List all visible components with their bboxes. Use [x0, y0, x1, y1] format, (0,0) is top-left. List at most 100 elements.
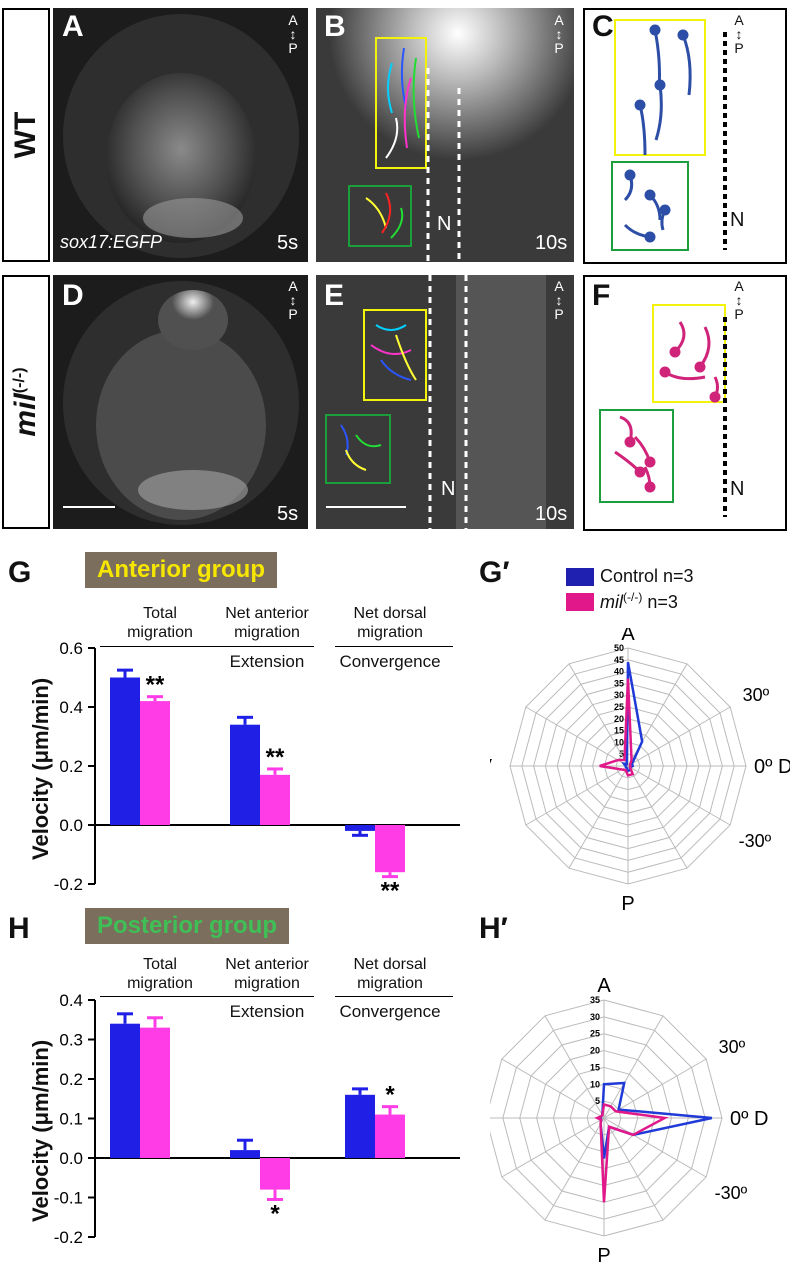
polar-r-tick: 5	[595, 1096, 600, 1106]
panel-label-h-prime: H′	[479, 912, 508, 945]
y-tick-label: 0.4	[59, 698, 83, 717]
polar-series-mutant	[599, 678, 635, 777]
significance-mark: *	[270, 1200, 280, 1227]
orientation-c-bottom: P	[734, 40, 744, 56]
legend-control: Control n=3	[566, 566, 694, 587]
polar-r-tick: 20	[614, 714, 624, 724]
panel-d-image	[53, 275, 308, 529]
polar-spoke	[525, 706, 629, 767]
panel-label-a: A	[62, 10, 84, 43]
polar-spoke	[568, 765, 629, 869]
double-arrow-icon: ↕	[735, 292, 743, 308]
legend-mutant-n: n=3	[642, 592, 678, 612]
row-label-wt-text: WT	[9, 111, 42, 159]
row-label-mil: mil(-/-)	[2, 275, 50, 529]
polar-r-tick: 10	[590, 1079, 600, 1089]
row-label-wt: WT	[2, 8, 50, 262]
legend: Control n=3 mil(-/-) n=3	[566, 566, 694, 613]
double-arrow-icon: ↕	[555, 26, 563, 42]
anterior-bar-chart: 0.6 0.4 0.2 0.0 -0.2 ** ** **	[54, 640, 460, 900]
polar-label-anterior: A	[597, 975, 611, 997]
polar-spoke	[603, 1058, 707, 1119]
panel-label-g-prime: G′	[479, 556, 510, 589]
polar-spoke	[501, 1058, 605, 1119]
double-arrow-icon: ↕	[555, 292, 563, 308]
orientation-d-top: A	[288, 278, 298, 294]
legend-mutant-swatch	[566, 592, 594, 611]
posterior-header-rule-3	[335, 996, 453, 997]
y-tick-label: 0.6	[59, 640, 83, 658]
notochord-label-b: N	[437, 213, 452, 235]
y-tick-label: -0.2	[54, 1228, 83, 1247]
posterior-header-total: Total migration	[127, 956, 193, 992]
polar-r-tick: 25	[590, 1029, 600, 1039]
panel-label-d: D	[62, 279, 84, 312]
orientation-b-top: A	[554, 12, 564, 28]
bar-control	[110, 1023, 140, 1158]
polar-spoke	[501, 1117, 605, 1178]
significance-mark: *	[385, 1082, 395, 1109]
polar-label-dorsal: 0º D	[754, 756, 790, 778]
orientation-e: A ↕ P	[551, 279, 567, 321]
polar-spoke	[603, 1117, 707, 1178]
posterior-group-title: Posterior group	[85, 908, 290, 944]
polar-series-mutant	[594, 1102, 669, 1203]
polar-label-posterior: P	[621, 893, 634, 915]
y-tick-label: -0.1	[54, 1189, 83, 1208]
significance-mark: **	[146, 672, 165, 699]
polar-spoke	[544, 1117, 605, 1221]
notochord-label-f: N	[730, 478, 745, 500]
orientation-d-bottom: P	[288, 306, 298, 322]
double-arrow-icon: ↕	[289, 292, 297, 308]
posterior-header-convergence: Net dorsal migration	[353, 956, 427, 992]
track-schematic-c	[611, 19, 727, 251]
polar-label-minus30: -30º	[715, 1183, 748, 1203]
panel-a-image	[53, 8, 308, 262]
embryo-image-b	[316, 8, 574, 262]
polar-r-tick: 15	[614, 726, 624, 736]
polar-r-tick: 20	[590, 1046, 600, 1056]
panel-c-schematic	[583, 8, 787, 264]
anterior-header-rule-3	[335, 646, 453, 647]
polar-r-tick: 40	[614, 667, 624, 677]
polar-r-tick: 35	[614, 678, 624, 688]
track-schematic-f	[599, 304, 727, 517]
polar-spoke	[568, 663, 629, 767]
panel-label-g: G	[8, 556, 32, 589]
orientation-f-top: A	[734, 278, 744, 294]
bar-mutant	[140, 701, 170, 825]
orientation-c: A ↕ P	[731, 13, 747, 55]
polar-r-tick: 10	[614, 737, 624, 747]
panel-b-image	[316, 8, 574, 262]
legend-mutant-sup: (-/-)	[623, 590, 643, 604]
posterior-header-extension: Net anterior migration	[225, 956, 309, 992]
bar-mutant	[260, 1158, 290, 1190]
bar-control	[345, 825, 375, 831]
orientation-a: A ↕ P	[285, 13, 301, 55]
legend-mutant-name: mil	[600, 592, 623, 612]
y-tick-label: 0.1	[59, 1110, 83, 1129]
polar-r-tick: 50	[614, 643, 624, 653]
polar-r-tick: 25	[614, 702, 624, 712]
bar-mutant	[375, 1114, 405, 1158]
notochord-label-c: N	[730, 209, 745, 231]
orientation-a-bottom: P	[288, 40, 298, 56]
polar-spoke	[627, 765, 731, 826]
y-tick-label: 0.4	[59, 991, 83, 1010]
legend-control-text: Control n=3	[600, 566, 694, 586]
bar-mutant	[260, 774, 290, 825]
bar-control	[110, 677, 140, 825]
orientation-a-top: A	[288, 12, 298, 28]
embryo-image-d	[63, 281, 299, 525]
significance-mark: **	[266, 744, 285, 771]
row-label-mil-text: mil(-/-)	[9, 367, 43, 436]
panel-label-c: C	[592, 10, 614, 43]
anterior-header-convergence: Net dorsal migration	[353, 605, 427, 641]
bar-control	[345, 1094, 375, 1158]
bar-control	[230, 724, 260, 825]
y-tick-label: 0.2	[59, 1070, 83, 1089]
anterior-header-total: Total migration	[127, 605, 193, 641]
polar-r-tick: 35	[590, 995, 600, 1005]
